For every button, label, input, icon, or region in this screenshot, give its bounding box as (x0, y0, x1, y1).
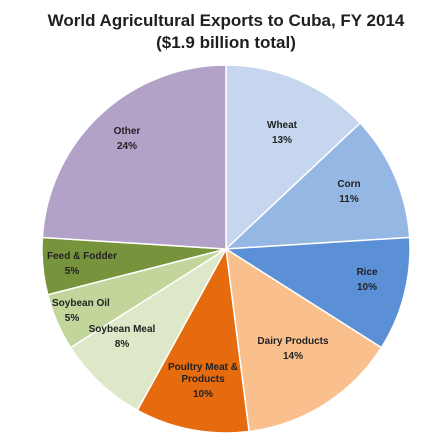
slice-label-rice: Rice 10% (356, 267, 378, 293)
chart-title: World Agricultural Exports to Cuba, FY 2… (48, 11, 405, 30)
pie-slice-dairy-products (225, 247, 383, 433)
slice-label-dairy-products: Dairy Products 14% (257, 336, 329, 362)
slice-label-soybean-meal: Soybean Meal 8% (89, 324, 156, 350)
pie-labels: Wheat 13% Corn 11% Rice 10% Dairy Products 14% P… (47, 120, 378, 400)
pie-slice-corn (223, 121, 411, 250)
pie-slice-rice (223, 236, 411, 349)
slice-label-corn: Corn 11% (337, 179, 360, 205)
slice-label-soybean-oil: Soybean Oil 5% (52, 298, 110, 324)
pie-slice-poultry-meat-products (136, 246, 250, 434)
pie-slices (41, 64, 411, 434)
pie-slice-wheat (225, 64, 362, 251)
slice-label-poultry-meat-products: Poultry Meat & Products 10% (168, 362, 238, 400)
slice-label-feed-fodder: Feed & Fodder 5% (47, 251, 117, 277)
pie-slice-soybean-meal (69, 248, 227, 412)
slice-label-other: Other 24% (114, 126, 141, 152)
chart-subtitle: ($1.9 billion total) (156, 33, 296, 52)
slice-label-wheat: Wheat 13% (267, 120, 298, 146)
pie-slice-other (41, 64, 227, 250)
